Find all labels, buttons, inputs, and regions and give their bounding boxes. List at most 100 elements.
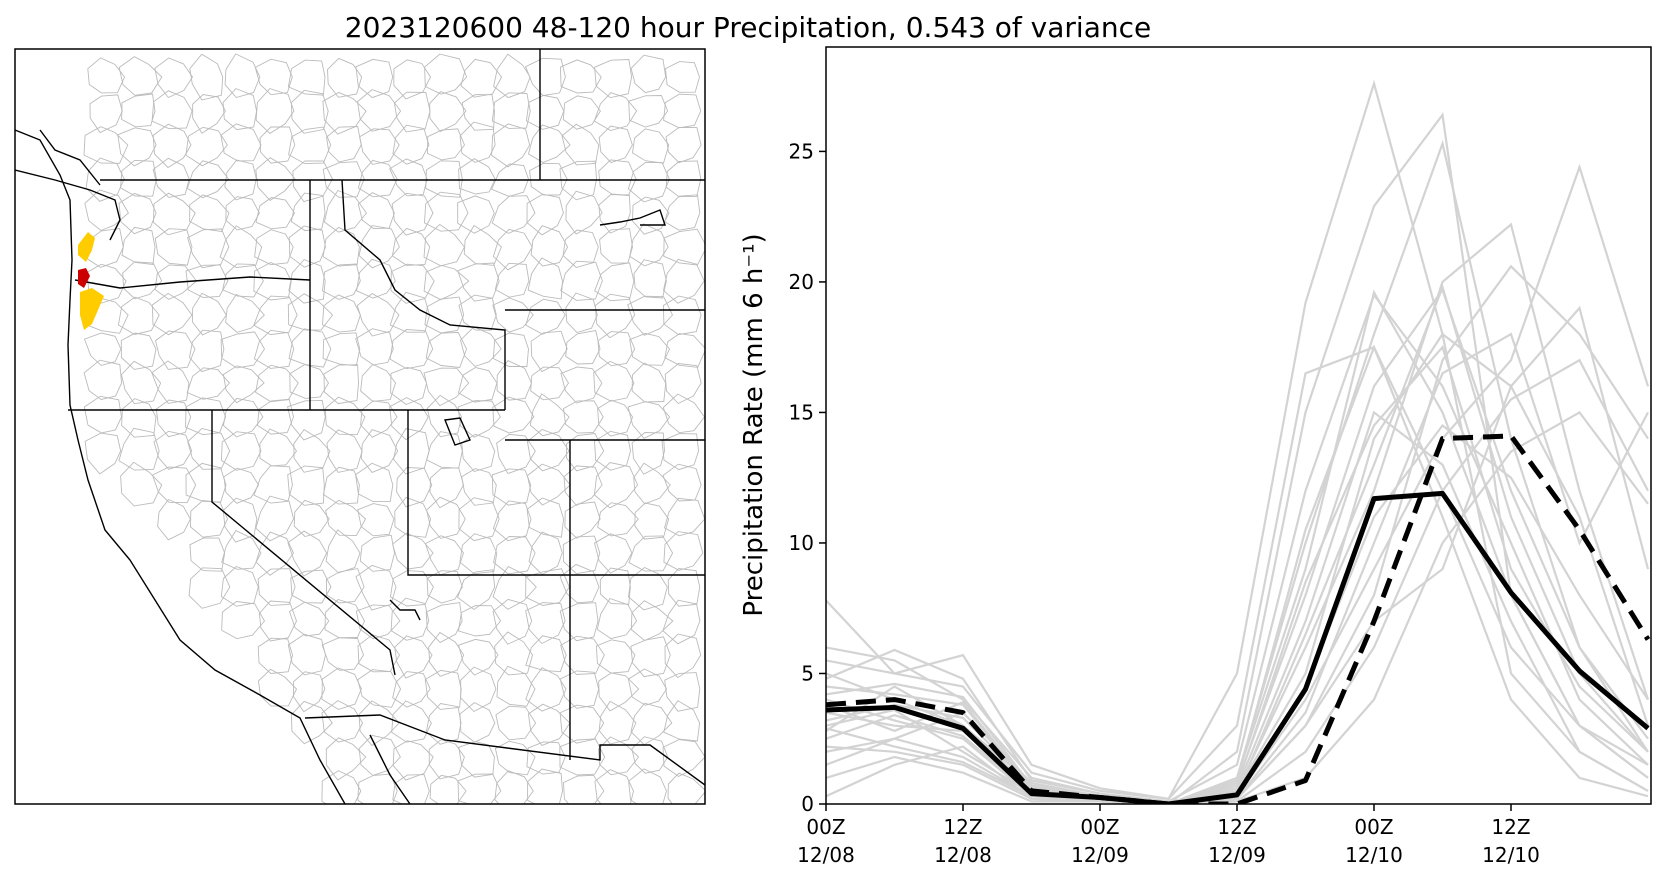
- wyoming-box: [505, 309, 705, 441]
- river-basin: [492, 332, 529, 367]
- river-basin: [155, 399, 192, 438]
- river-basin: [463, 224, 502, 266]
- river-basin: [426, 496, 466, 539]
- river-basin: [526, 463, 571, 506]
- x-tick-label-date: 12/09: [1071, 843, 1129, 867]
- river-basin: [389, 158, 428, 197]
- river-basin: [627, 401, 671, 439]
- x-tick-label-date: 12/08: [934, 843, 992, 867]
- river-basin: [529, 162, 568, 196]
- y-tick-label: 10: [789, 531, 814, 555]
- ensemble-line-3: [826, 139, 1649, 804]
- river-basin: [429, 91, 467, 133]
- river-basin: [530, 330, 568, 373]
- river-basin: [425, 160, 463, 198]
- river-basin: [219, 225, 263, 268]
- river-basin: [459, 702, 496, 743]
- river-basin: [423, 223, 466, 267]
- river-basin: [424, 669, 462, 710]
- river-basin: [458, 638, 499, 676]
- mean-line: [826, 490, 1650, 804]
- river-basin: [84, 189, 129, 232]
- coastline: [15, 129, 346, 804]
- river-basin: [494, 740, 536, 776]
- fort-peck-lake: [599, 209, 666, 226]
- river-basin: [187, 428, 231, 470]
- river-basin: [222, 365, 265, 404]
- river-basin: [117, 296, 160, 335]
- river-basin: [83, 332, 122, 366]
- river-basin: [357, 773, 398, 804]
- river-basin: [189, 194, 230, 232]
- river-basin: [292, 160, 334, 203]
- plot-frame: [825, 46, 1652, 805]
- y-tick-label: 20: [789, 270, 814, 294]
- river-basin: [459, 121, 496, 163]
- river-basin: [324, 396, 366, 436]
- river-basin: [594, 430, 631, 471]
- river-basin: [528, 531, 563, 576]
- river-basin: [391, 192, 434, 236]
- river-basin: [360, 429, 399, 473]
- ensemble-line-18: [826, 410, 1649, 804]
- river-basin: [459, 326, 502, 367]
- ensemble-line-17: [826, 344, 1649, 804]
- river-basin: [458, 497, 500, 542]
- river-basin: [255, 157, 296, 201]
- river-basin: [664, 194, 701, 231]
- river-basin: [121, 93, 156, 128]
- river-basin: [288, 225, 326, 268]
- river-basin: [257, 637, 293, 674]
- river-basin: [560, 366, 603, 404]
- river-basin: [390, 366, 428, 406]
- river-basin: [631, 736, 669, 774]
- river-basin: [491, 92, 531, 129]
- river-basin: [358, 700, 400, 747]
- river-basin: [393, 427, 430, 475]
- chart-panel: 0 5 10 15 20 25 00Z 12/08 12Z 12/08 00Z 12/09 12Z 12…: [739, 46, 1652, 867]
- baja-coast: [369, 734, 411, 804]
- river-basin: [598, 125, 633, 164]
- river-basin: [121, 360, 162, 405]
- river-basin: [457, 195, 495, 234]
- river-basin: [121, 398, 157, 438]
- river-basin: [663, 228, 705, 266]
- river-basin: [394, 635, 433, 679]
- river-basin: [190, 500, 228, 538]
- river-basin: [191, 292, 227, 336]
- river-basin: [327, 57, 363, 98]
- river-basin: [561, 123, 600, 166]
- river-basin: [598, 700, 637, 745]
- river-basin: [527, 257, 563, 300]
- river-basin: [121, 226, 156, 265]
- river-basin: [594, 59, 633, 99]
- river-basin: [192, 94, 226, 134]
- river-basin: [287, 465, 325, 506]
- river-basin: [525, 57, 566, 97]
- river-basin: [358, 734, 401, 776]
- river-basin: [630, 702, 673, 746]
- river-basin: [429, 467, 464, 509]
- river-basin: [392, 671, 431, 708]
- river-basin: [424, 191, 469, 232]
- river-basin: [151, 466, 197, 504]
- river-basin: [324, 598, 366, 639]
- river-basin: [458, 741, 495, 778]
- river-basin: [118, 56, 163, 96]
- river-basin: [224, 53, 261, 99]
- river-basin: [287, 530, 328, 577]
- river-basin: [559, 738, 606, 776]
- map-panel: [14, 48, 706, 805]
- river-basin: [222, 397, 264, 438]
- river-basin: [358, 225, 400, 269]
- river-basin: [565, 329, 601, 365]
- river-basin: [629, 332, 671, 366]
- river-basin: [220, 331, 266, 369]
- river-basin: [594, 769, 634, 804]
- river-basin: [154, 57, 194, 99]
- river-basin: [322, 466, 360, 505]
- river-basin: [494, 770, 534, 804]
- ensemble-line-9: [826, 345, 1649, 800]
- river-basin: [321, 667, 362, 710]
- river-basin: [152, 123, 192, 169]
